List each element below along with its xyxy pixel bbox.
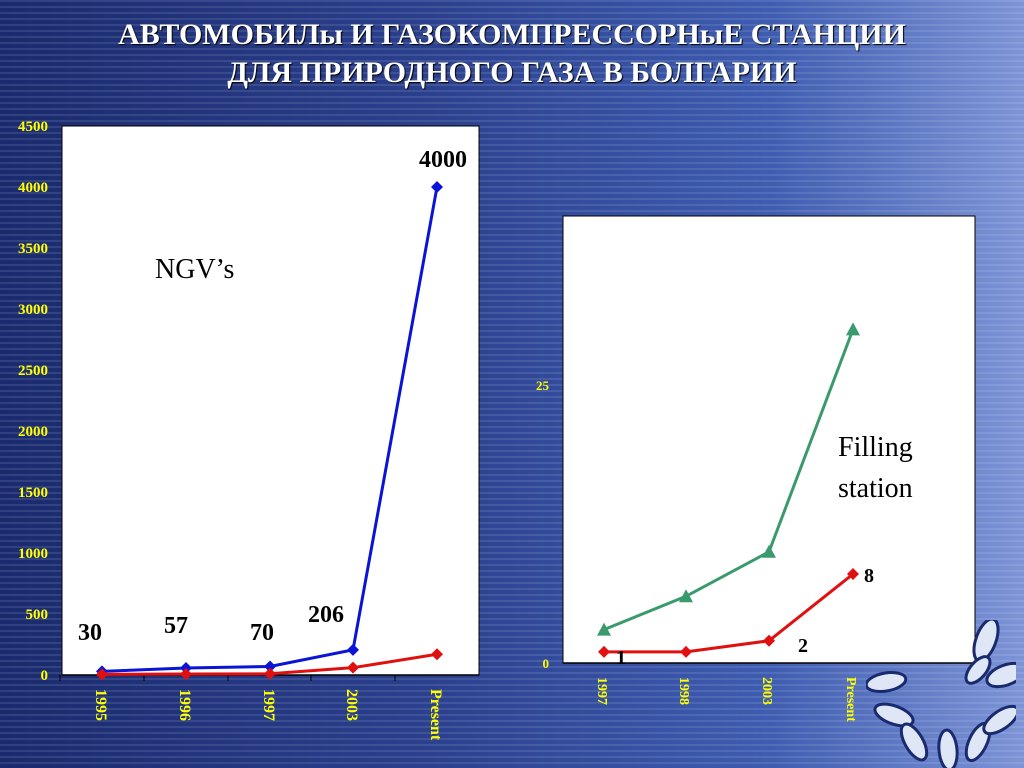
series-0-line xyxy=(603,328,855,632)
data-label: 2 xyxy=(798,635,808,657)
data-label: 70 xyxy=(250,620,274,646)
x-tick-label: 2003 xyxy=(759,677,774,705)
x-tick-label: 1997 xyxy=(594,677,609,705)
chart-annotation: NGV’s xyxy=(155,254,234,285)
chart-annotation-line-1: Filling xyxy=(838,432,913,463)
series-1-point xyxy=(96,668,108,681)
series-0-point xyxy=(597,622,611,636)
series-1-point xyxy=(763,634,775,647)
data-label: 8 xyxy=(864,565,874,587)
filling-station-chart: 0 25 1997 1998 2003 Present 1 2 8 Filling station xyxy=(536,215,976,722)
data-label: 206 xyxy=(308,602,344,628)
y-tick-label: 4500 xyxy=(18,119,48,135)
title-line-2: ДЛЯ ПРИРОДНОГО ГАЗА В БОЛГАРИИ xyxy=(227,56,797,89)
slide-title: АВТОМОБИЛы И ГАЗОКОМПРЕССОРНыЕ СТАНЦИИ Д… xyxy=(0,16,1024,92)
y-tick-label: 0 xyxy=(41,668,49,684)
x-tick-label: 1995 xyxy=(92,689,109,721)
series-0-point xyxy=(431,181,443,193)
ngv-chart: 0 500 1000 1500 2000 2500 3000 3500 4000 4500 1995… xyxy=(18,119,480,741)
y-tick-label: 1000 xyxy=(18,546,48,562)
chart-annotation-line-2: station xyxy=(838,473,913,504)
data-label: 4000 xyxy=(419,147,467,173)
y-tick-label: 4000 xyxy=(18,180,48,196)
series-1-point xyxy=(680,645,692,658)
y-tick-label: 25 xyxy=(536,378,550,393)
company-logo xyxy=(866,620,1016,768)
data-label: 57 xyxy=(164,613,188,639)
x-tick-label: 1998 xyxy=(676,677,691,705)
y-tick-label: 3500 xyxy=(18,241,48,257)
y-tick-label: 1500 xyxy=(18,485,48,501)
y-tick-label: 3000 xyxy=(18,302,48,318)
series-1-point xyxy=(431,648,443,661)
x-tick-label: Present xyxy=(843,677,858,722)
series-1-point xyxy=(180,668,192,681)
series-0-point xyxy=(347,643,359,656)
series-0-point xyxy=(846,322,860,336)
y-tick-label: 2000 xyxy=(18,424,48,440)
x-tick-label: 2003 xyxy=(343,689,360,721)
title-line-1: АВТОМОБИЛы И ГАЗОКОМПРЕССОРНыЕ СТАНЦИИ xyxy=(118,18,906,51)
x-tick-label: Present xyxy=(427,689,444,741)
series-0-point xyxy=(679,589,693,603)
y-tick-label: 0 xyxy=(543,656,550,671)
x-tick-label: 1997 xyxy=(260,689,277,721)
series-1-point xyxy=(847,568,859,581)
series-0-point xyxy=(762,544,776,558)
series-1-line xyxy=(604,572,854,654)
y-tick-label: 2500 xyxy=(18,363,48,379)
plot-area xyxy=(61,125,480,676)
series-0-point xyxy=(264,660,276,673)
y-tick-label: 500 xyxy=(26,607,49,623)
series-1-point xyxy=(264,667,276,680)
plot-area xyxy=(562,215,976,664)
x-tick-label: 1996 xyxy=(176,689,193,721)
data-label: 1 xyxy=(616,647,626,669)
series-1-point xyxy=(598,645,610,658)
data-label: 30 xyxy=(78,620,102,646)
series-1-point xyxy=(347,661,359,674)
